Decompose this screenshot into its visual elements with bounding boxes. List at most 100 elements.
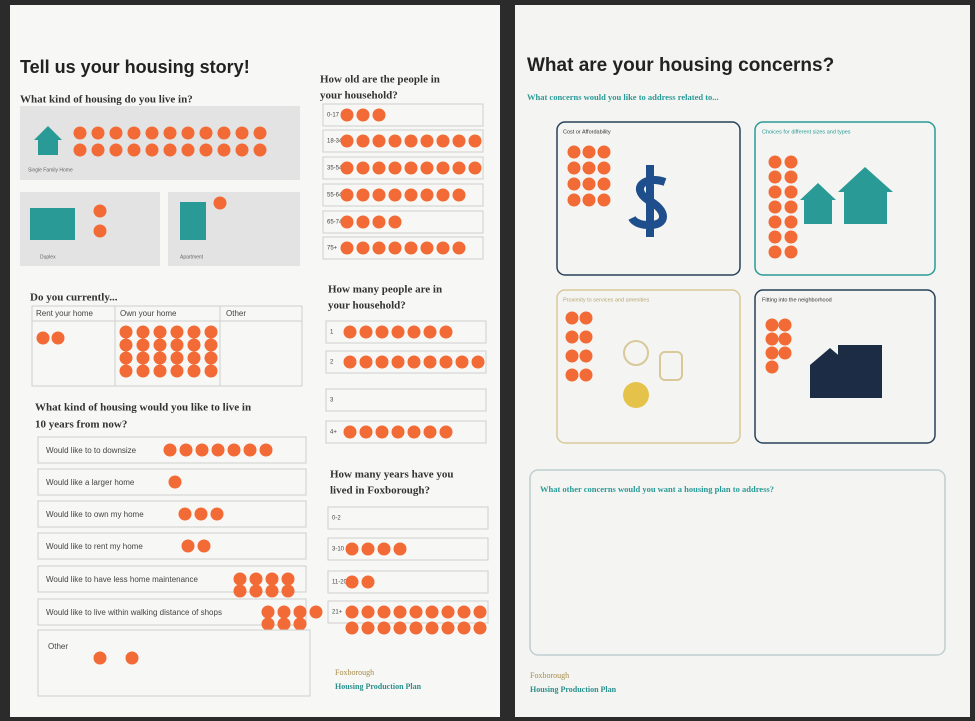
dot — [423, 325, 437, 339]
dots — [178, 507, 224, 521]
dots — [73, 126, 267, 157]
dot — [343, 325, 357, 339]
dot — [439, 425, 453, 439]
dot — [359, 355, 373, 369]
dot — [471, 355, 485, 369]
option-box — [37, 565, 307, 593]
dot — [388, 134, 402, 148]
dot — [768, 185, 782, 199]
dots — [261, 605, 323, 631]
option-box — [37, 500, 307, 528]
dots — [233, 572, 295, 598]
dot — [407, 425, 421, 439]
dots — [343, 355, 485, 369]
dot — [91, 126, 105, 140]
dot — [372, 188, 386, 202]
duplex-icon — [30, 208, 75, 240]
dot — [768, 245, 782, 259]
dot — [340, 188, 354, 202]
dot — [582, 161, 596, 175]
dot — [340, 215, 354, 229]
dot — [391, 355, 405, 369]
dot — [93, 204, 107, 218]
dot — [393, 605, 407, 619]
option-box — [327, 506, 489, 530]
service-icon — [659, 351, 683, 381]
dot — [293, 605, 307, 619]
question: How many people are in — [328, 284, 442, 296]
option-label: 18-34 — [327, 139, 343, 145]
dot — [36, 331, 50, 345]
subtitle: What concerns would you like to address … — [527, 92, 719, 102]
option-label: Other — [48, 642, 68, 651]
option-label: 3-10 — [332, 547, 345, 553]
question: your household? — [328, 300, 406, 312]
service-icon — [623, 340, 649, 366]
dot — [388, 241, 402, 255]
dots — [345, 542, 407, 556]
dot — [277, 605, 291, 619]
dot — [217, 143, 231, 157]
option-label: 11-20 — [332, 580, 348, 586]
dot — [439, 355, 453, 369]
other-box — [529, 469, 946, 656]
dot — [153, 325, 167, 339]
dot — [404, 188, 418, 202]
dot — [265, 572, 279, 586]
dot — [439, 325, 453, 339]
dot — [372, 215, 386, 229]
concern-box — [556, 121, 741, 276]
dot — [259, 443, 273, 457]
dot — [127, 143, 141, 157]
dot — [119, 338, 133, 352]
dot — [567, 161, 581, 175]
concern-box — [556, 289, 741, 444]
dots — [163, 443, 273, 457]
dot — [377, 542, 391, 556]
dot — [345, 575, 359, 589]
option-box — [37, 532, 307, 560]
option-label: Would like to rent my home — [46, 542, 143, 551]
dot — [235, 143, 249, 157]
question: lived in Foxborough? — [330, 485, 430, 497]
option-box — [37, 436, 307, 464]
option-label: 65-74 — [327, 220, 343, 226]
dot — [768, 200, 782, 214]
dot — [404, 134, 418, 148]
dot — [277, 617, 291, 631]
dot — [293, 617, 307, 631]
dot — [163, 143, 177, 157]
dot — [199, 143, 213, 157]
dot — [153, 351, 167, 365]
dot — [136, 325, 150, 339]
dot — [768, 230, 782, 244]
dots — [343, 425, 453, 439]
dot — [261, 617, 275, 631]
dot — [565, 368, 579, 382]
dot — [73, 143, 87, 157]
dot — [579, 311, 593, 325]
rows: 0-17 18-34 35-54 55-64 65-74 75+ 1 2 3 4+ 0-2 3-10 1… — [322, 103, 489, 635]
dot — [452, 241, 466, 255]
dot — [179, 443, 193, 457]
question: What kind of housing do you live in? — [20, 94, 193, 106]
dot — [168, 475, 182, 489]
option-box — [20, 106, 300, 180]
dot — [204, 325, 218, 339]
building-icon — [838, 345, 882, 398]
dot — [407, 355, 421, 369]
dot — [404, 241, 418, 255]
option-label: 75+ — [327, 246, 338, 252]
dot — [163, 443, 177, 457]
dot — [356, 241, 370, 255]
dot — [187, 364, 201, 378]
house-icon — [34, 126, 62, 155]
dot — [343, 355, 357, 369]
dot — [233, 584, 247, 598]
dot — [784, 155, 798, 169]
dots — [168, 475, 182, 489]
dot — [261, 605, 275, 619]
dots — [340, 215, 402, 229]
dot — [345, 605, 359, 619]
dot — [93, 651, 107, 665]
